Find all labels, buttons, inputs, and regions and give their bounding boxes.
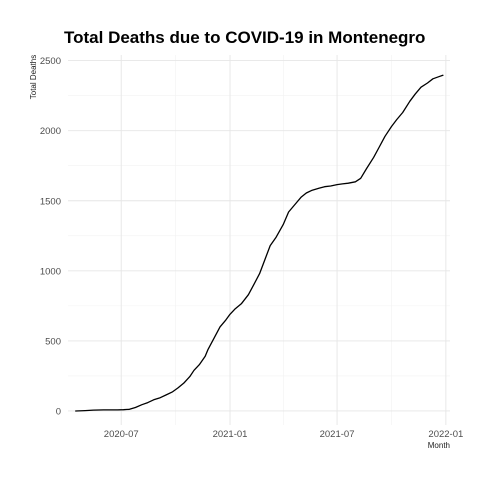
x-tick-label: 2021-01: [213, 429, 248, 440]
series-layer: [75, 74, 444, 412]
y-axis-tick-labels: 0 500 1000 1500 2000 2500: [40, 56, 61, 417]
x-axis-title: Month: [428, 441, 450, 450]
y-tick-label: 1000: [40, 266, 61, 277]
x-tick-label: 2020-07: [104, 429, 139, 440]
x-tick-label: 2021-07: [320, 429, 355, 440]
chart-title: Total Deaths due to COVID-19 in Monteneg…: [64, 28, 425, 47]
grid: [68, 55, 450, 425]
y-tick-label: 0: [56, 406, 61, 417]
x-axis-tick-labels: 2020-07 2021-01 2021-07 2022-01: [104, 429, 464, 440]
y-tick-label: 2000: [40, 126, 61, 137]
y-axis-title: Total Deaths: [29, 55, 38, 99]
y-tick-label: 500: [45, 336, 61, 347]
y-tick-label: 1500: [40, 196, 61, 207]
y-tick-label: 2500: [40, 56, 61, 67]
deaths-series-line: [75, 74, 444, 412]
x-tick-label: 2022-01: [428, 429, 463, 440]
